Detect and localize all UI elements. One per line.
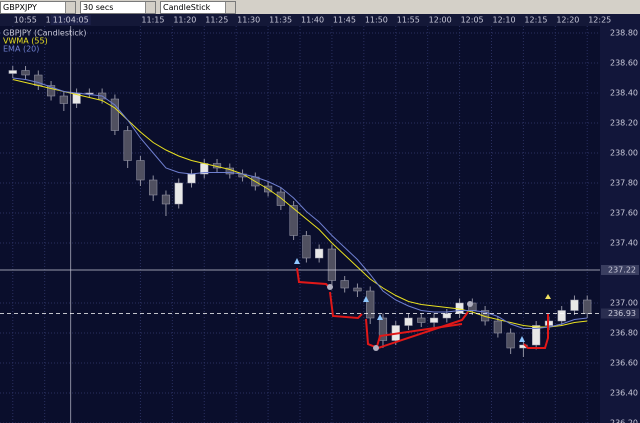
price-axis-bg bbox=[600, 14, 640, 423]
y-tick-label: 236.80 bbox=[610, 329, 638, 338]
candle-body bbox=[289, 205, 298, 236]
candle-body bbox=[570, 299, 579, 311]
candle-body bbox=[557, 310, 566, 322]
arrow-icon bbox=[377, 314, 383, 320]
last-price-label: 236.93 bbox=[608, 309, 636, 318]
candle-body bbox=[315, 248, 324, 259]
candle-body bbox=[429, 317, 439, 323]
marker-icon bbox=[373, 345, 379, 351]
candle-body bbox=[302, 235, 311, 259]
annotations bbox=[294, 258, 551, 351]
x-tick-label: 11:45 bbox=[333, 16, 356, 25]
candle-body bbox=[340, 280, 349, 289]
x-tick-label: 11:30 bbox=[237, 16, 260, 25]
chart-title: GBPJPY (Candlestick) bbox=[3, 29, 87, 38]
candle-body bbox=[46, 85, 56, 97]
candle-body bbox=[506, 332, 515, 349]
annotation-line bbox=[523, 314, 549, 349]
annotation-line bbox=[329, 291, 363, 320]
marker-icon bbox=[467, 301, 473, 307]
hline-label: 237.22 bbox=[608, 266, 636, 275]
x-tick-label: 10:55 bbox=[14, 16, 37, 25]
x-tick-label: 11:20 bbox=[173, 16, 196, 25]
y-tick-label: 236.40 bbox=[610, 389, 638, 398]
x-tick-label: 12:05 bbox=[461, 16, 484, 25]
hline-label-bg bbox=[601, 265, 639, 275]
y-tick-label: 238.60 bbox=[610, 59, 638, 68]
y-tick-label: 238.40 bbox=[610, 89, 638, 98]
candle-body bbox=[417, 317, 426, 323]
candle-body bbox=[136, 160, 145, 181]
legend-label: VWMA (55) bbox=[3, 37, 48, 46]
candle-body bbox=[493, 320, 502, 334]
y-tick-label: 238.80 bbox=[610, 29, 638, 38]
grid bbox=[0, 26, 600, 423]
crosshair-label: 11:04:05 bbox=[53, 16, 89, 25]
chart: GBPJPY (Candlestick) 238.80 238.60 238.40 2… bbox=[0, 14, 640, 423]
candle-body bbox=[110, 98, 119, 131]
candle-body bbox=[187, 173, 196, 184]
x-tick-label: 12:20 bbox=[556, 16, 579, 25]
arrow-icon bbox=[363, 296, 369, 302]
legend-label: EMA (20) bbox=[3, 45, 39, 54]
candle-body bbox=[8, 70, 17, 74]
x-tick-label: 11:50 bbox=[365, 16, 388, 25]
candle-body bbox=[174, 182, 183, 205]
candle-body bbox=[366, 290, 375, 319]
candle-body bbox=[123, 130, 132, 161]
crosshair-label-bg bbox=[50, 15, 91, 25]
y-tick-label: 237.80 bbox=[610, 179, 638, 188]
candle-body bbox=[583, 299, 592, 314]
candle-body bbox=[59, 95, 68, 104]
time-axis-bg bbox=[0, 14, 600, 26]
y-tick-label: 237.60 bbox=[610, 209, 638, 218]
candle-body bbox=[481, 310, 490, 322]
marker-icon bbox=[327, 284, 333, 290]
y-tick-label: 237.40 bbox=[610, 239, 638, 248]
candle-body bbox=[327, 248, 336, 281]
symbol-select[interactable]: GBPXJPY bbox=[0, 1, 76, 14]
toolbar: GBPXJPY 30 secs CandleStick bbox=[0, 0, 640, 15]
candle-body bbox=[532, 325, 541, 346]
arrow-icon bbox=[294, 258, 300, 264]
arrow-icon bbox=[545, 294, 551, 299]
y-tick-label: 236.20 bbox=[610, 419, 638, 423]
candle-body bbox=[442, 313, 451, 319]
last-price-bg bbox=[601, 308, 639, 319]
y-tick-label: 237.00 bbox=[610, 299, 638, 308]
arrow-icon bbox=[519, 336, 525, 342]
candle-body bbox=[404, 317, 413, 326]
candle-body bbox=[149, 179, 158, 196]
indicator-line bbox=[12, 77, 588, 329]
candle-body bbox=[161, 194, 171, 205]
y-tick-label: 238.00 bbox=[610, 149, 638, 158]
x-tick-label: 12:00 bbox=[429, 16, 452, 25]
interval-select[interactable]: 30 secs bbox=[80, 1, 156, 14]
indicator-line bbox=[12, 79, 588, 328]
candle-body bbox=[276, 191, 285, 206]
x-tick-label: 11:35 bbox=[269, 16, 292, 25]
x-tick-label: 11:40 bbox=[301, 16, 324, 25]
candle-body bbox=[353, 287, 362, 292]
x-tick-label: 12:25 bbox=[588, 16, 611, 25]
chart-type-select[interactable]: CandleStick bbox=[160, 1, 236, 14]
x-tick-label: 12:15 bbox=[524, 16, 547, 25]
y-tick-label: 236.60 bbox=[610, 359, 638, 368]
marks bbox=[8, 66, 592, 357]
x-tick-label: 11:15 bbox=[141, 16, 164, 25]
candle-body bbox=[21, 70, 30, 76]
x-tick-label: 11:55 bbox=[397, 16, 420, 25]
x-tick-label: 12:10 bbox=[492, 16, 515, 25]
x-tick-label: 11:25 bbox=[205, 16, 228, 25]
candle-body bbox=[378, 317, 388, 341]
y-tick-label: 238.20 bbox=[610, 119, 638, 128]
